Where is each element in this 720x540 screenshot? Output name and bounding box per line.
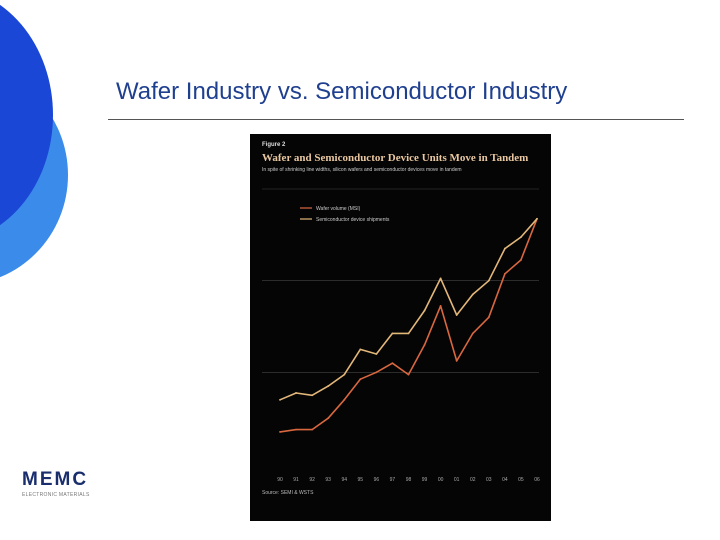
x-tick-label: 05 xyxy=(518,477,524,483)
data-point xyxy=(359,348,362,351)
x-tick-label: 99 xyxy=(422,477,428,483)
data-point xyxy=(343,373,346,376)
x-tick-label: 04 xyxy=(502,477,508,483)
figure-label: Figure 2 xyxy=(262,142,286,148)
data-point xyxy=(455,359,458,362)
data-point xyxy=(359,378,362,381)
data-point xyxy=(423,309,426,312)
x-tick-label: 97 xyxy=(390,477,396,483)
data-point xyxy=(439,304,442,307)
data-point xyxy=(295,428,297,431)
x-tick-label: 95 xyxy=(358,477,364,483)
data-point xyxy=(407,373,410,376)
x-tick-label: 96 xyxy=(374,477,380,483)
logo-wordmark: MEMC xyxy=(22,469,89,490)
x-tick-label: 91 xyxy=(293,477,299,483)
legend-entry: Wafer volume (MSI) xyxy=(316,206,361,212)
data-point xyxy=(391,332,394,335)
data-point xyxy=(295,392,297,394)
data-point xyxy=(423,343,426,346)
data-point xyxy=(391,362,394,365)
data-point xyxy=(503,247,506,250)
dark-blue-arc xyxy=(0,4,53,226)
logo-subtext: ELECTRONIC MATERIALS xyxy=(22,492,90,498)
x-tick-label: 94 xyxy=(341,477,347,483)
figure-panel: Wafer volume (MSI) Semiconductor device s… xyxy=(250,134,551,521)
data-point xyxy=(407,332,410,335)
company-logo: MEMC ELECTRONIC MATERIALS xyxy=(22,469,96,499)
data-point xyxy=(327,417,330,420)
data-point xyxy=(471,293,474,296)
series-line xyxy=(279,218,538,401)
data-point xyxy=(311,428,314,431)
data-point xyxy=(375,353,378,355)
data-point xyxy=(503,272,506,275)
x-tick-label: 93 xyxy=(325,477,331,483)
x-tick-label: 01 xyxy=(454,477,460,483)
data-point xyxy=(455,314,458,316)
data-point xyxy=(311,394,314,397)
data-point xyxy=(375,371,378,374)
x-tick-label: 90 xyxy=(277,477,283,483)
series-line xyxy=(279,218,538,433)
x-tick-label: 00 xyxy=(438,477,444,483)
data-point xyxy=(439,277,442,280)
x-tick-label: 03 xyxy=(486,477,492,483)
data-point xyxy=(520,236,522,239)
data-point xyxy=(343,398,346,401)
data-point xyxy=(487,279,490,282)
x-tick-label: 92 xyxy=(309,477,315,483)
line-chart: Wafer volume (MSI) Semiconductor device s… xyxy=(262,188,540,483)
data-point xyxy=(520,259,522,261)
data-point xyxy=(327,385,330,387)
chart-subtitle: In spite of shrinking line widths, silic… xyxy=(262,167,462,173)
x-tick-label: 02 xyxy=(470,477,476,483)
data-point xyxy=(279,398,281,401)
data-point xyxy=(536,217,538,220)
x-tick-label: 06 xyxy=(534,477,540,483)
data-point xyxy=(487,316,490,319)
slide-title: Wafer Industry vs. Semiconductor Industr… xyxy=(116,78,568,105)
chart-title: Wafer and Semiconductor Device Units Mov… xyxy=(262,152,529,164)
slide-decoration xyxy=(0,4,68,278)
data-point xyxy=(279,431,281,433)
legend-entry: Semiconductor device shipments xyxy=(316,217,390,223)
title-divider xyxy=(108,119,684,120)
x-tick-label: 98 xyxy=(406,477,412,483)
chart-source: Source: SEMI & WSTS xyxy=(262,490,314,496)
data-point xyxy=(471,332,474,335)
